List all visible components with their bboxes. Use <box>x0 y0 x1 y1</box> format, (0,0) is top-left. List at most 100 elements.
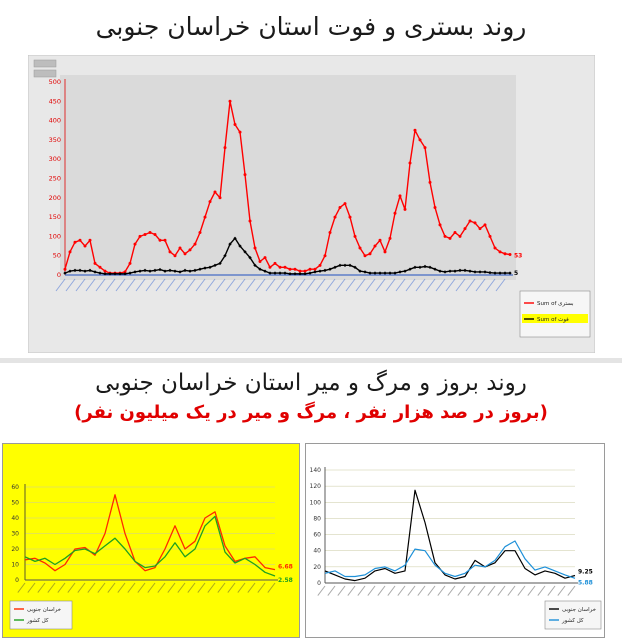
top-chart-point-hospitalized <box>473 221 477 225</box>
top-chart-point-deaths <box>113 272 117 276</box>
top-chart-point-hospitalized <box>443 234 447 238</box>
top-chart-point-hospitalized <box>338 205 342 209</box>
top-chart-point-deaths <box>168 268 172 273</box>
top-chart-x-label-stroke <box>215 278 226 292</box>
top-chart-x-label-stroke <box>275 278 286 292</box>
pivot-filter-button[interactable] <box>33 69 57 78</box>
top-chart-point-deaths <box>158 267 162 272</box>
right-chart-x-label-stroke <box>377 585 386 596</box>
top-chart-point-deaths <box>218 261 222 266</box>
right-chart-series-line-0 <box>324 489 576 582</box>
top-chart-x-label-stroke <box>165 278 176 292</box>
top-chart-point-hospitalized <box>353 234 357 238</box>
left-chart-background <box>2 443 300 638</box>
top-chart-point-deaths <box>143 268 147 273</box>
top-chart-point-deaths <box>418 265 422 269</box>
top-chart-y-tick-label: 450 <box>49 97 61 105</box>
left-chart-series-line-0 <box>24 494 276 572</box>
top-chart-point-hospitalized <box>423 146 427 150</box>
top-chart-point-hospitalized <box>148 231 152 235</box>
left-chart-x-label-stroke <box>87 582 96 593</box>
mortality-chart: 0 20 40 60 80 100 120 140 9.25 5.88 خراسان جنوبی کل… <box>305 443 605 638</box>
right-chart-x-label-stroke <box>407 585 416 596</box>
right-chart-end-label: 5.88 <box>578 579 593 586</box>
top-chart-point-hospitalized <box>393 211 397 215</box>
top-chart-x-label-stroke <box>245 278 256 292</box>
right-chart-x-label-stroke <box>367 585 376 596</box>
left-chart-x-label-stroke <box>177 582 186 593</box>
left-chart-x-label-stroke <box>187 582 196 593</box>
top-chart-x-label-stroke <box>125 278 136 292</box>
top-chart-point-hospitalized <box>503 252 507 256</box>
right-chart-y-tick-label: 20 <box>313 564 321 571</box>
left-chart-legend-label: خراسان جنوبی <box>27 607 61 613</box>
top-chart-point-hospitalized <box>203 215 207 219</box>
right-chart-x-label-stroke <box>487 585 496 596</box>
top-chart-point-deaths <box>173 269 177 273</box>
left-chart-x-label-stroke <box>67 582 76 593</box>
incidence-chart: 0 10 20 30 40 50 60 6.68 2.58 خراسان جنوبی کل کشور <box>2 443 300 638</box>
top-chart-point-hospitalized <box>218 196 222 200</box>
top-chart-point-hospitalized <box>63 267 67 271</box>
right-chart-end-label: 9.25 <box>578 569 593 576</box>
top-chart-point-hospitalized <box>93 261 97 265</box>
left-chart-x-label-stroke <box>137 582 146 593</box>
top-chart-series-line-0 <box>64 100 511 274</box>
top-chart-point-hospitalized <box>223 146 227 150</box>
left-chart-y-tick-label: 30 <box>11 531 19 538</box>
top-chart-x-label-stroke <box>115 278 126 292</box>
right-chart-y-tick-label: 60 <box>313 532 321 539</box>
top-chart-point-hospitalized <box>138 234 142 238</box>
top-chart-point-hospitalized <box>403 207 407 211</box>
left-chart-x-label-stroke <box>117 582 126 593</box>
top-chart-point-deaths <box>123 272 127 276</box>
top-chart-point-hospitalized <box>308 267 312 271</box>
top-chart-point-hospitalized <box>358 246 362 250</box>
left-chart-y-tick-label: 0 <box>15 577 19 584</box>
top-chart-point-hospitalized <box>123 270 127 274</box>
top-chart-x-label-stroke <box>225 278 236 292</box>
left-chart-x-label-stroke <box>227 582 236 593</box>
top-chart-point-hospitalized <box>298 269 302 273</box>
top-chart-x-label-stroke <box>475 278 486 292</box>
top-chart-point-deaths <box>238 244 242 248</box>
top-chart-point-hospitalized <box>413 128 417 132</box>
top-chart-point-hospitalized <box>263 256 267 260</box>
top-chart-x-label-stroke <box>415 278 426 292</box>
section-subtitle: (بروز در صد هزار نفر ، مرگ و میر در یک م… <box>74 402 548 423</box>
top-chart-point-hospitalized <box>248 219 252 223</box>
top-chart-x-label-stroke <box>455 278 466 292</box>
top-chart-point-hospitalized <box>508 253 512 257</box>
right-chart-x-label-stroke <box>547 585 556 596</box>
top-chart-point-deaths <box>273 271 277 275</box>
right-chart-x-label-stroke <box>347 585 356 596</box>
right-chart-x-label-stroke <box>517 585 526 596</box>
top-chart-point-hospitalized <box>238 130 242 134</box>
top-chart-y-tick-label: 500 <box>49 78 61 86</box>
top-chart-x-label-stroke <box>175 278 186 292</box>
top-chart-x-label-stroke <box>195 278 206 292</box>
top-chart-point-deaths <box>423 264 427 269</box>
top-chart-point-hospitalized <box>388 236 392 240</box>
top-chart-point-hospitalized <box>253 246 257 250</box>
left-chart-y-tick-label: 20 <box>11 546 19 553</box>
top-chart-point-hospitalized <box>408 161 412 165</box>
top-chart-point-hospitalized <box>418 138 422 142</box>
top-chart-point-hospitalized <box>153 232 157 236</box>
pivot-filter-button[interactable] <box>33 59 57 68</box>
left-chart-x-label-stroke <box>57 582 66 593</box>
top-chart-point-hospitalized <box>133 242 137 246</box>
top-chart-y-tick-label: 200 <box>49 194 61 202</box>
top-chart-point-hospitalized <box>243 173 247 177</box>
top-chart-point-hospitalized <box>318 263 322 267</box>
right-chart-series-line-1 <box>324 540 576 579</box>
top-chart-x-label-stroke <box>65 278 76 292</box>
top-chart-point-hospitalized <box>213 190 217 194</box>
top-chart-point-deaths <box>178 270 182 274</box>
top-chart-point-hospitalized <box>398 194 402 198</box>
top-chart-x-label-stroke <box>205 278 216 292</box>
top-chart-point-hospitalized <box>198 231 202 235</box>
top-chart-x-label-stroke <box>295 278 306 292</box>
top-chart-point-hospitalized <box>258 259 262 263</box>
top-chart-x-label-stroke <box>235 278 246 292</box>
